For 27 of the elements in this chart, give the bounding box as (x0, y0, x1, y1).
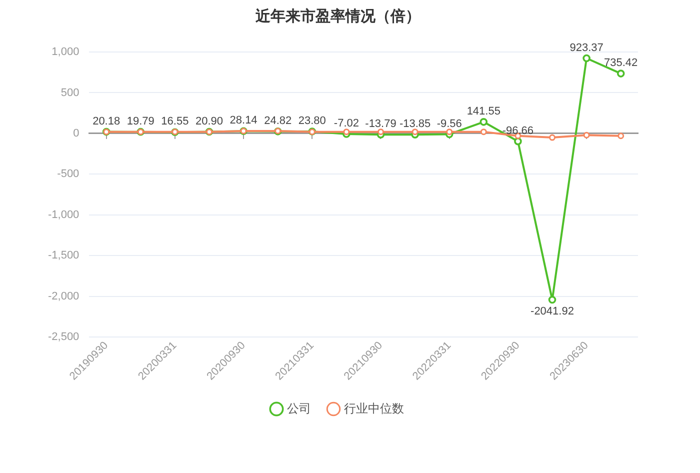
y-tick-label: 500 (60, 86, 80, 99)
y-tick-label: -500 (57, 168, 80, 180)
data-label: 19.79 (126, 115, 154, 128)
y-tick-label: -1,000 (48, 208, 80, 221)
data-label: -7.02 (334, 118, 359, 130)
data-label: 24.82 (264, 114, 292, 127)
y-tick-label: 0 (73, 127, 80, 140)
y-tick-label: -2,000 (48, 290, 80, 302)
data-label: 20.18 (92, 115, 120, 128)
data-label: 20.90 (195, 115, 224, 128)
legend-label: 公司 (287, 401, 311, 416)
data-label: 23.80 (298, 115, 326, 128)
chart-title: 近年来市盈率情况（倍） (254, 7, 420, 26)
data-label: -13.85 (399, 118, 431, 130)
y-tick-label: 1,000 (52, 46, 80, 58)
data-label: 16.55 (161, 116, 189, 128)
y-tick-label: -1,500 (48, 250, 80, 262)
data-label: -2041.92 (530, 305, 574, 318)
data-label: -13.79 (365, 118, 396, 130)
legend-label: 行业中位数 (344, 401, 404, 416)
y-tick-label: -2,500 (48, 331, 80, 344)
data-label: 735.42 (604, 57, 638, 70)
data-label: 28.14 (230, 114, 258, 127)
data-label: 923.37 (570, 42, 604, 54)
data-label: -9.56 (436, 118, 462, 130)
data-label: -96.66 (502, 124, 534, 137)
data-label: 141.55 (466, 105, 500, 118)
